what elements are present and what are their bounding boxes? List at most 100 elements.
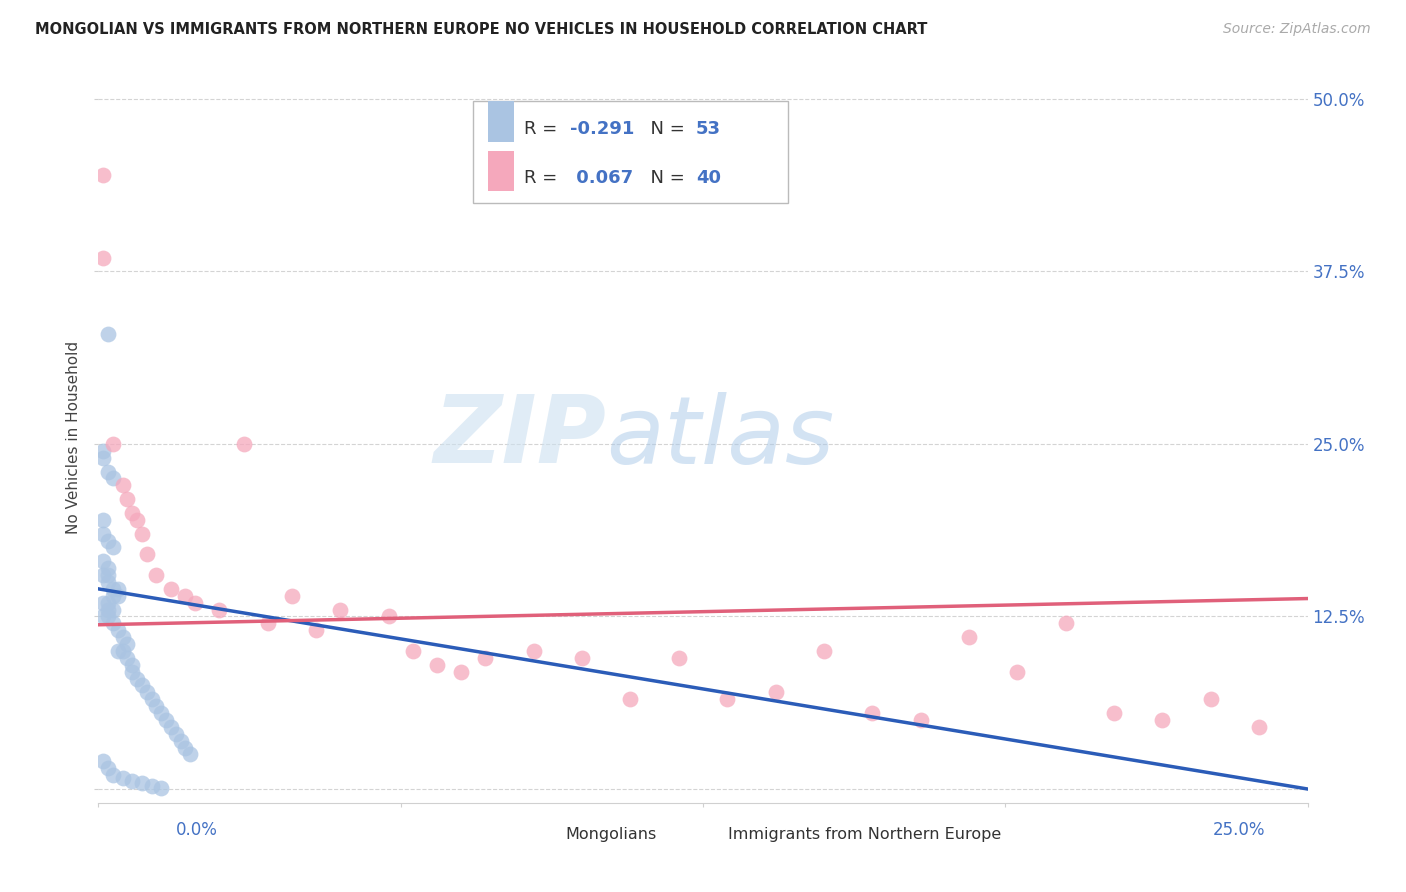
Point [97,568,120,582]
Point [97,533,120,548]
Point [150,780,173,795]
Text: ZIP: ZIP [433,391,606,483]
Point [329,602,352,616]
Point [127,513,149,527]
Point [91,168,114,182]
Point [91,513,114,527]
Point [256,616,278,631]
Point [117,492,139,507]
Text: 25.0%: 25.0% [1213,821,1265,838]
Point [155,713,177,727]
Point [141,779,163,793]
FancyBboxPatch shape [488,151,515,191]
Text: 53: 53 [696,120,721,138]
Point [150,706,173,720]
Point [107,644,129,658]
Text: 0.067: 0.067 [569,169,633,187]
Point [101,471,124,485]
Point [174,589,197,603]
Point [145,699,167,714]
Point [716,692,738,706]
Point [169,733,191,747]
Text: 0.0%: 0.0% [176,821,218,838]
Point [111,771,134,785]
Point [165,727,187,741]
Text: Immigrants from Northern Europe: Immigrants from Northern Europe [728,828,1001,842]
Point [107,589,129,603]
Text: N =: N = [638,120,690,138]
Point [523,644,546,658]
Point [232,437,254,451]
Point [101,602,124,616]
Point [101,582,124,596]
Point [179,747,201,762]
Point [101,589,124,603]
Point [111,478,134,492]
Point [160,720,183,734]
Point [91,554,114,568]
Point [1199,692,1222,706]
Point [305,624,328,638]
Point [127,672,149,686]
Point [91,596,114,610]
Point [174,740,197,755]
Text: Source: ZipAtlas.com: Source: ZipAtlas.com [1223,22,1371,37]
Point [107,582,129,596]
Point [1054,616,1077,631]
Point [91,251,114,265]
Point [910,713,932,727]
Point [97,574,120,589]
Point [97,602,120,616]
Point [208,602,231,616]
Text: Mongolians: Mongolians [565,828,657,842]
Point [111,644,134,658]
Point [450,665,472,679]
Point [1152,713,1174,727]
Point [121,506,143,520]
Point [131,678,153,692]
Text: R =: R = [524,120,562,138]
Point [813,644,835,658]
Point [957,630,980,644]
Point [121,665,143,679]
Point [101,541,124,555]
Y-axis label: No Vehicles in Household: No Vehicles in Household [66,341,82,533]
Point [135,548,157,562]
Point [101,768,124,782]
Point [668,651,690,665]
Point [860,706,883,720]
Point [765,685,787,699]
Point [101,616,124,631]
Point [145,568,167,582]
Text: N =: N = [638,169,690,187]
Text: 40: 40 [696,169,721,187]
Point [131,776,153,790]
Text: R =: R = [524,169,562,187]
Point [141,692,163,706]
Point [107,624,129,638]
Point [97,561,120,575]
Point [97,465,120,479]
Point [1249,720,1271,734]
Point [184,596,207,610]
Point [91,526,114,541]
Text: -0.291: -0.291 [569,120,634,138]
Point [474,651,496,665]
Text: atlas: atlas [606,392,835,483]
Point [91,450,114,465]
Point [97,326,120,341]
Point [91,443,114,458]
FancyBboxPatch shape [534,820,555,850]
Point [571,651,593,665]
Point [426,657,449,672]
Point [111,630,134,644]
Point [91,568,114,582]
Point [160,582,183,596]
Point [131,526,153,541]
Point [121,773,143,788]
Point [135,685,157,699]
Point [97,609,120,624]
Point [377,609,399,624]
Point [1007,665,1029,679]
Point [97,596,120,610]
